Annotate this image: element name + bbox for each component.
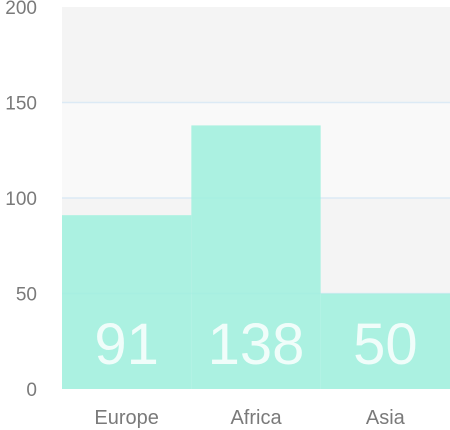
bar-europe [62, 215, 192, 389]
bars [62, 125, 450, 390]
x-tick-label: Africa [230, 407, 282, 429]
x-tick-label: Europe [94, 407, 159, 429]
y-tick-label: 0 [26, 380, 37, 401]
y-axis-ticks: 0 50 100 150 200 [5, 0, 37, 401]
plot-band [62, 7, 450, 103]
value-label: 91 [94, 312, 159, 377]
value-label: 138 [208, 312, 305, 377]
x-axis-ticks: Europe Africa Asia [94, 407, 405, 429]
value-labels: 91 138 50 [94, 312, 417, 377]
y-tick-label: 100 [5, 189, 37, 210]
y-tick-label: 50 [16, 285, 37, 306]
y-tick-label: 200 [5, 0, 37, 19]
y-tick-label: 150 [5, 94, 37, 115]
bar-africa [191, 125, 321, 390]
value-label: 50 [353, 312, 418, 377]
bar-asia [320, 293, 450, 389]
x-tick-label: Asia [366, 407, 406, 429]
